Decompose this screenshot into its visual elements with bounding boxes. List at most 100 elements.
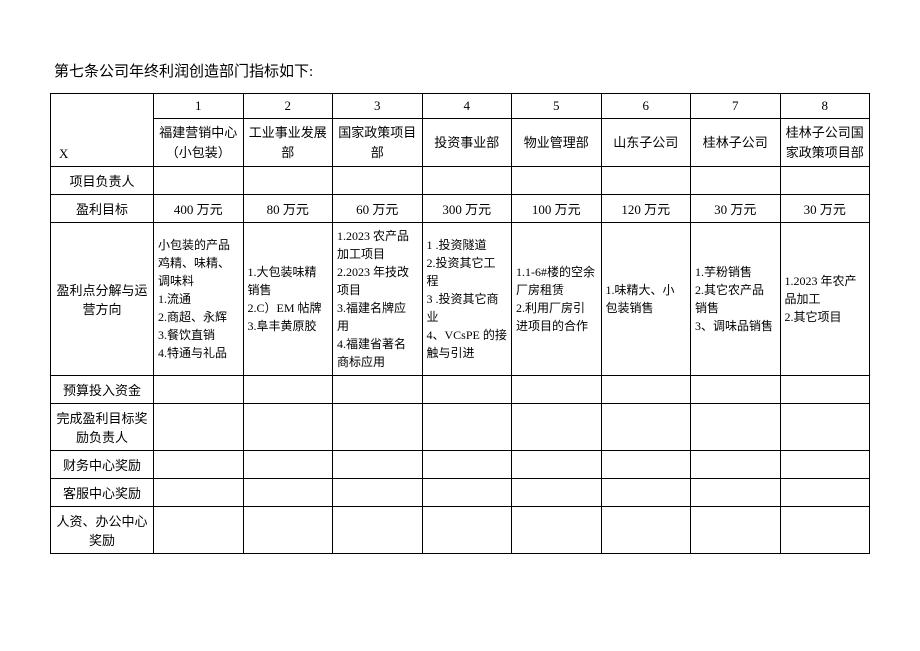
indicators-table: X 1 2 3 4 5 6 7 8 福建营销中心（小包装） 工业事业发展部 国家… — [50, 93, 870, 554]
breakdown-cell: 1.2023 年农产品加工2.其它项目 — [780, 223, 870, 376]
dept-cell: 福建营销中心（小包装） — [154, 119, 244, 167]
profit-cell: 120 万元 — [601, 195, 691, 223]
empty-cell — [780, 404, 870, 451]
empty-cell — [601, 507, 691, 554]
col-num: 4 — [422, 94, 512, 119]
breakdown-cell: 1.芋粉销售2.其它农产品销售3、调味品销售 — [691, 223, 781, 376]
empty-cell — [333, 507, 423, 554]
empty-cell — [333, 451, 423, 479]
empty-cell — [154, 451, 244, 479]
empty-cell — [691, 376, 781, 404]
row-label: 盈利目标 — [51, 195, 154, 223]
empty-cell — [780, 376, 870, 404]
breakdown-cell: 1.大包装味精销售2.C）EM 帖牌3.阜丰黄原胶 — [243, 223, 333, 376]
empty-cell — [243, 479, 333, 507]
empty-cell — [154, 507, 244, 554]
col-num: 1 — [154, 94, 244, 119]
bonus-leader-row: 完成盈利目标奖励负责人 — [51, 404, 870, 451]
row-label: 盈利点分解与运营方向 — [51, 223, 154, 376]
empty-cell — [333, 167, 423, 195]
empty-cell — [243, 451, 333, 479]
empty-cell — [422, 507, 512, 554]
profit-cell: 30 万元 — [691, 195, 781, 223]
row-label: 项目负责人 — [51, 167, 154, 195]
breakdown-cell: 1.1-6#楼的空余厂房租赁2.利用厂房引进项目的合作 — [512, 223, 602, 376]
column-number-row: X 1 2 3 4 5 6 7 8 — [51, 94, 870, 119]
col-num: 2 — [243, 94, 333, 119]
project-leader-row: 项目负责人 — [51, 167, 870, 195]
empty-cell — [691, 451, 781, 479]
col-num: 8 — [780, 94, 870, 119]
empty-cell — [512, 167, 602, 195]
breakdown-cell: 1.2023 农产品加工项目2.2023 年技改项目3.福建名牌应用4.福建省著… — [333, 223, 423, 376]
empty-cell — [691, 404, 781, 451]
profit-cell: 80 万元 — [243, 195, 333, 223]
empty-cell — [780, 507, 870, 554]
row-label: 预算投入资金 — [51, 376, 154, 404]
row-label: 财务中心奖励 — [51, 451, 154, 479]
breakdown-cell: 小包装的产品鸡精、味精、调味料1.流通2.商超、永辉3.餐饮直销4.特通与礼品 — [154, 223, 244, 376]
col-num: 5 — [512, 94, 602, 119]
empty-cell — [154, 376, 244, 404]
empty-cell — [333, 479, 423, 507]
empty-cell — [691, 507, 781, 554]
document-title: 第七条公司年终利润创造部门指标如下: — [50, 60, 870, 81]
service-bonus-row: 客服中心奖励 — [51, 479, 870, 507]
empty-cell — [154, 404, 244, 451]
empty-cell — [333, 404, 423, 451]
dept-cell: 物业管理部 — [512, 119, 602, 167]
empty-cell — [601, 479, 691, 507]
dept-cell: 投资事业部 — [422, 119, 512, 167]
breakdown-cell: 1.味精大、小包装销售 — [601, 223, 691, 376]
x-label-cell: X — [51, 94, 154, 167]
empty-cell — [243, 404, 333, 451]
empty-cell — [243, 507, 333, 554]
empty-cell — [512, 479, 602, 507]
dept-cell: 国家政策项目部 — [333, 119, 423, 167]
empty-cell — [691, 479, 781, 507]
row-label: 人资、办公中心奖励 — [51, 507, 154, 554]
empty-cell — [422, 479, 512, 507]
dept-cell: 桂林子公司 — [691, 119, 781, 167]
dept-cell: 工业事业发展部 — [243, 119, 333, 167]
empty-cell — [512, 507, 602, 554]
breakdown-cell: 1 .投资隧道2.投资其它工程3 .投资其它商业4、VCsPE 的接触与引进 — [422, 223, 512, 376]
empty-cell — [780, 167, 870, 195]
empty-cell — [422, 451, 512, 479]
hr-bonus-row: 人资、办公中心奖励 — [51, 507, 870, 554]
empty-cell — [512, 451, 602, 479]
budget-row: 预算投入资金 — [51, 376, 870, 404]
breakdown-row: 盈利点分解与运营方向 小包装的产品鸡精、味精、调味料1.流通2.商超、永辉3.餐… — [51, 223, 870, 376]
col-num: 3 — [333, 94, 423, 119]
dept-cell: 桂林子公司国家政策项目部 — [780, 119, 870, 167]
empty-cell — [601, 167, 691, 195]
empty-cell — [333, 376, 423, 404]
empty-cell — [154, 167, 244, 195]
profit-cell: 400 万元 — [154, 195, 244, 223]
empty-cell — [422, 376, 512, 404]
col-num: 6 — [601, 94, 691, 119]
empty-cell — [691, 167, 781, 195]
empty-cell — [154, 479, 244, 507]
empty-cell — [422, 404, 512, 451]
profit-target-row: 盈利目标 400 万元 80 万元 60 万元 300 万元 100 万元 12… — [51, 195, 870, 223]
profit-cell: 30 万元 — [780, 195, 870, 223]
profit-cell: 60 万元 — [333, 195, 423, 223]
empty-cell — [243, 167, 333, 195]
empty-cell — [243, 376, 333, 404]
profit-cell: 300 万元 — [422, 195, 512, 223]
col-num: 7 — [691, 94, 781, 119]
empty-cell — [601, 451, 691, 479]
empty-cell — [601, 404, 691, 451]
empty-cell — [601, 376, 691, 404]
row-label: 客服中心奖励 — [51, 479, 154, 507]
empty-cell — [780, 479, 870, 507]
department-row: 福建营销中心（小包装） 工业事业发展部 国家政策项目部 投资事业部 物业管理部 … — [51, 119, 870, 167]
dept-cell: 山东子公司 — [601, 119, 691, 167]
empty-cell — [512, 404, 602, 451]
finance-bonus-row: 财务中心奖励 — [51, 451, 870, 479]
row-label: 完成盈利目标奖励负责人 — [51, 404, 154, 451]
empty-cell — [780, 451, 870, 479]
empty-cell — [512, 376, 602, 404]
empty-cell — [422, 167, 512, 195]
